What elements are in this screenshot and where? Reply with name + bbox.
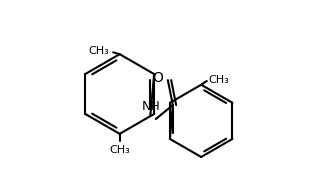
Text: CH₃: CH₃ (109, 145, 130, 155)
Text: NH: NH (142, 99, 160, 113)
Text: CH₃: CH₃ (89, 46, 109, 56)
Text: O: O (152, 71, 163, 85)
Text: CH₃: CH₃ (209, 75, 229, 85)
